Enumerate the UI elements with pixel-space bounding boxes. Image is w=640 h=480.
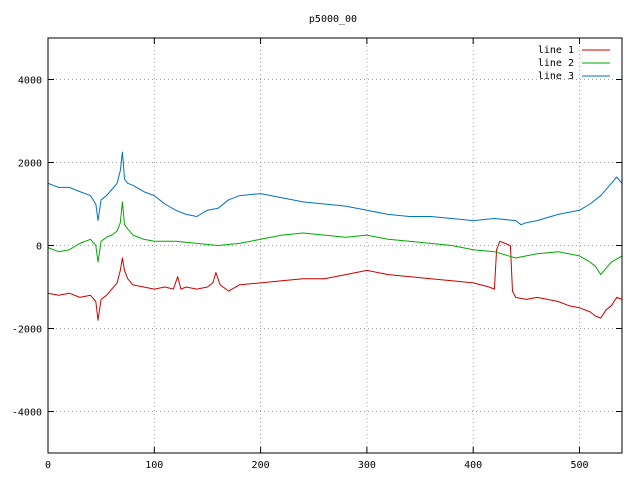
y-tick-label: 4000 [18, 76, 42, 87]
y-tick-label: 0 [36, 242, 42, 253]
x-tick-label: 100 [145, 460, 163, 471]
series-line-1 [47, 240, 623, 321]
legend-label-2: line 2 [538, 58, 574, 69]
y-tick-label: -2000 [12, 325, 42, 336]
chart-title: p5000_00 [309, 14, 357, 25]
x-tick-label: 200 [252, 460, 270, 471]
axes: 0 100 200 300 400 500 -4000 -2000 0 2000 4000 [12, 37, 623, 471]
x-tick-label: 300 [358, 460, 376, 471]
series-layer [47, 151, 623, 321]
series-line-2 [47, 201, 623, 276]
x-tick-label: 400 [464, 460, 482, 471]
legend: line 1 line 2 line 3 [538, 45, 610, 82]
legend-label-1: line 1 [538, 45, 574, 56]
x-tick-label: 500 [570, 460, 588, 471]
series-line-3 [47, 151, 623, 226]
legend-label-3: line 3 [538, 71, 574, 82]
y-tick-label: 2000 [18, 159, 42, 170]
y-tick-label: -4000 [12, 408, 42, 419]
x-tick-label: 0 [45, 460, 51, 471]
